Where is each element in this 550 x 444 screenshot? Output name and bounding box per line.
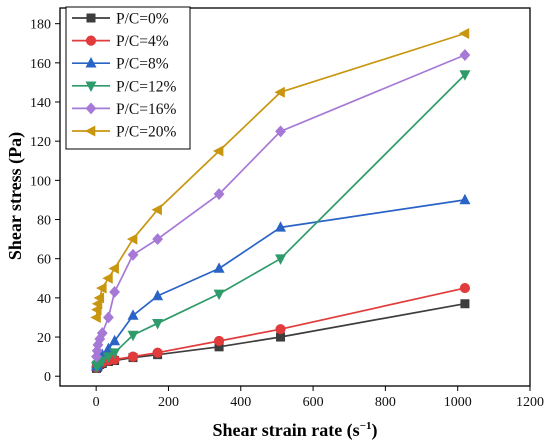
data-point (102, 352, 114, 363)
legend-item-1: P/C=4% (72, 33, 169, 50)
y-axis-title: Shear stress (Pa) (5, 132, 26, 260)
data-point (459, 193, 471, 205)
data-point (109, 348, 121, 359)
data-point (275, 254, 287, 265)
y-tick-label: 180 (30, 18, 51, 33)
series-layer (90, 27, 471, 373)
legend: P/C=0% P/C=4% P/C=8% P/C=12% P/C=16% P/C=20% (65, 6, 191, 150)
plot-frame (59, 7, 531, 387)
legend-item-3: P/C=12% (72, 78, 177, 95)
x-axis: 0 200 400 600 800 1000 1200 (93, 386, 544, 410)
series-4 (91, 49, 471, 363)
y-tick-label: 40 (37, 292, 51, 307)
data-point (212, 145, 224, 157)
legend-label: P/C=8% (116, 56, 169, 73)
y-tick-label: 160 (30, 57, 51, 72)
data-point (459, 282, 471, 294)
data-point (458, 27, 470, 39)
y-tick-label: 0 (44, 370, 51, 385)
data-point (96, 327, 108, 340)
legend-marker (84, 125, 96, 137)
data-point (127, 330, 139, 342)
series-0 (92, 299, 470, 373)
data-point (213, 289, 225, 301)
y-tick-label: 140 (30, 96, 51, 111)
y-tick-label: 20 (37, 331, 51, 346)
data-point (152, 347, 163, 358)
series-3 (91, 70, 471, 373)
data-point (275, 125, 286, 138)
legend-label: P/C=20% (116, 124, 177, 141)
legend-item-4: P/C=16% (72, 101, 177, 118)
data-point (109, 334, 121, 346)
y-tick-label: 80 (37, 214, 51, 229)
data-point (90, 311, 101, 323)
legend-frame (65, 6, 191, 150)
data-point (127, 309, 139, 320)
legend-label: P/C=12% (116, 78, 177, 95)
data-point (459, 70, 471, 81)
legend-label: P/C=0% (116, 11, 169, 28)
x-tick-label: 400 (230, 395, 251, 410)
legend-item-5: P/C=20% (72, 124, 177, 141)
legend-marker (85, 102, 97, 115)
legend-label: P/C=4% (116, 33, 169, 50)
data-point (459, 49, 471, 61)
data-point (152, 233, 164, 246)
legend-label: P/C=16% (116, 101, 177, 118)
legend-marker (86, 13, 96, 23)
x-axis-title: Shear strain rate (s−1) (213, 420, 378, 441)
data-point (126, 233, 138, 245)
data-point (127, 351, 139, 362)
series-5 (90, 27, 470, 323)
data-point (102, 272, 113, 284)
data-point (152, 289, 164, 301)
x-tick-label: 0 (93, 395, 100, 410)
data-point (275, 221, 287, 232)
data-point (152, 319, 164, 330)
data-point (91, 298, 103, 310)
x-tick-label: 200 (158, 395, 179, 410)
data-point (213, 335, 225, 347)
legend-item-2: P/C=8% (72, 56, 169, 73)
y-tick-label: 60 (37, 253, 51, 268)
x-tick-label: 600 (303, 395, 324, 410)
legend-item-0: P/C=0% (72, 11, 169, 28)
data-point (151, 204, 162, 216)
data-point (109, 286, 120, 298)
legend-marker (85, 35, 97, 46)
data-point (274, 86, 285, 98)
data-point (127, 248, 139, 261)
data-point (96, 282, 107, 294)
x-tick-label: 800 (375, 395, 396, 410)
legend-marker (85, 81, 97, 92)
x-tick-label: 1000 (444, 395, 472, 410)
legend-marker (85, 57, 97, 68)
y-axis: 0 20 40 60 80 100 120 140 160 180 (30, 18, 60, 385)
data-point (275, 324, 286, 335)
data-point (213, 188, 225, 201)
data-point (213, 262, 225, 273)
x-tick-label: 1200 (516, 395, 544, 410)
y-tick-label: 100 (30, 174, 51, 189)
data-point (108, 262, 119, 274)
y-tick-label: 120 (30, 135, 51, 150)
data-point (93, 292, 105, 304)
data-point (103, 311, 114, 324)
data-point (460, 299, 470, 309)
